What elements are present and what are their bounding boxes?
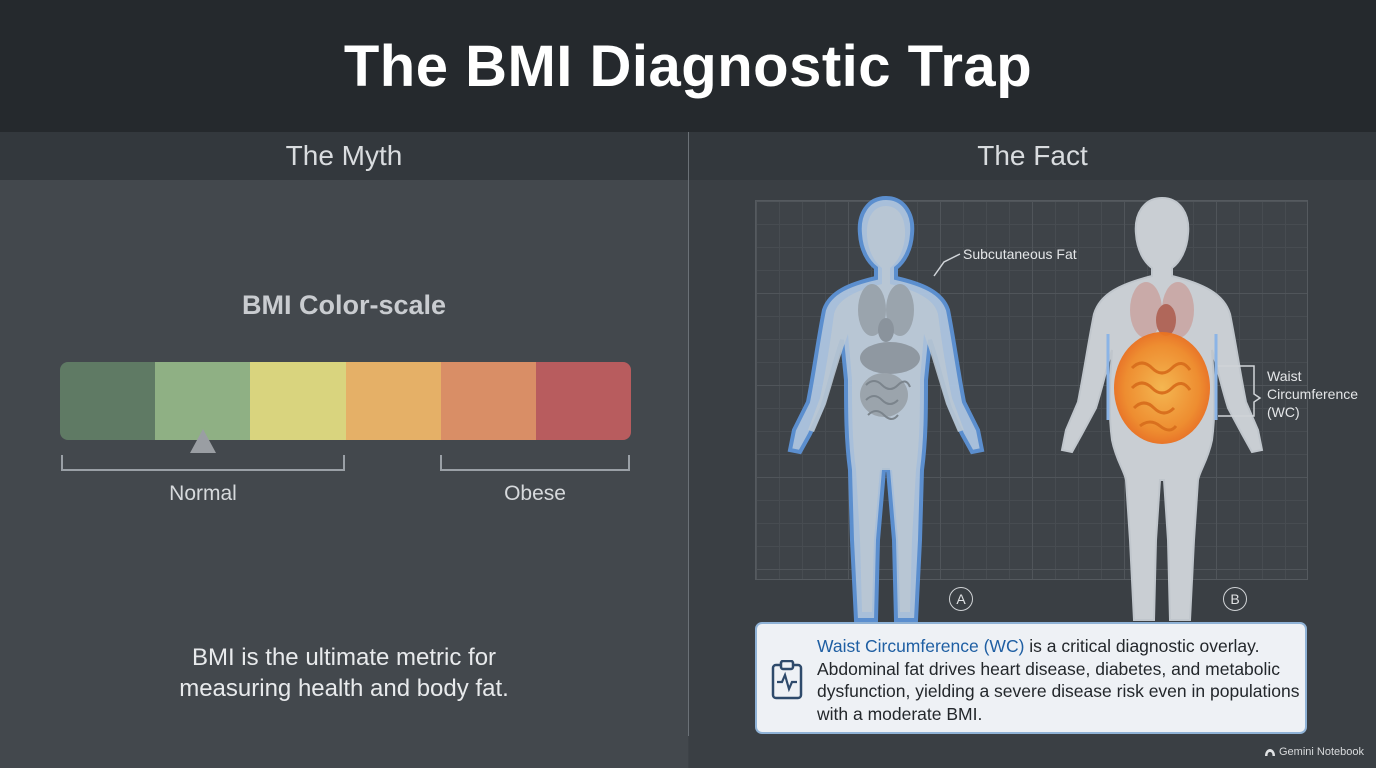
obese-label: Obese	[504, 482, 566, 505]
wc-label-line1: Waist	[1267, 368, 1302, 384]
waist-circumference-label: Waist Circumference (WC)	[1267, 367, 1358, 421]
normal-label: Normal	[169, 482, 237, 505]
figure-b-abdominal-fat-body	[1060, 196, 1264, 621]
wc-label-line3: (WC)	[1267, 404, 1300, 420]
myth-statement: BMI is the ultimate metric for measuring…	[100, 642, 588, 704]
scale-segment-1	[60, 362, 156, 440]
myth-panel	[0, 180, 688, 768]
scale-segment-4	[345, 362, 441, 440]
scale-marker-triangle	[190, 429, 216, 453]
figure-a-label: A	[949, 587, 973, 611]
brand-text: Gemini Notebook	[1279, 746, 1364, 758]
scale-segment-3	[250, 362, 346, 440]
info-highlight: Waist Circumference (WC)	[817, 636, 1025, 656]
figure-b-label: B	[1223, 587, 1247, 611]
info-callout-box: Waist Circumference (WC) is a critical d…	[755, 622, 1307, 734]
scale-segment-5	[440, 362, 536, 440]
gemini-logo-icon	[1265, 748, 1275, 756]
title-bar: The BMI Diagnostic Trap	[0, 0, 1376, 132]
figure-a-lean-body	[787, 195, 985, 622]
clipboard-heartbeat-icon	[771, 660, 803, 700]
myth-header: The Myth	[0, 132, 688, 180]
scale-segment-6	[535, 362, 631, 440]
wc-label-line2: Circumference	[1267, 386, 1359, 402]
normal-bracket	[61, 455, 345, 471]
panel-divider	[688, 132, 689, 736]
scale-title: BMI Color-scale	[241, 290, 447, 320]
subcutaneous-fat-label: Subcutaneous Fat	[963, 246, 1077, 262]
info-body: is a critical diagnostic overlay. Abdomi…	[817, 636, 1300, 724]
bmi-color-scale	[60, 362, 631, 440]
page-title: The BMI Diagnostic Trap	[343, 33, 1033, 99]
wc-bracket-line	[1218, 365, 1262, 417]
fact-header: The Fact	[689, 132, 1376, 180]
brand-watermark: Gemini Notebook	[1264, 746, 1364, 758]
myth-statement-line1: BMI is the ultimate metric for	[191, 644, 497, 671]
info-text: Waist Circumference (WC) is a critical d…	[817, 635, 1302, 725]
scale-segment-2	[155, 362, 251, 440]
obese-bracket	[440, 455, 630, 471]
myth-statement-line2: measuring health and body fat.	[179, 675, 509, 702]
subcutaneous-leader-line	[933, 253, 961, 277]
